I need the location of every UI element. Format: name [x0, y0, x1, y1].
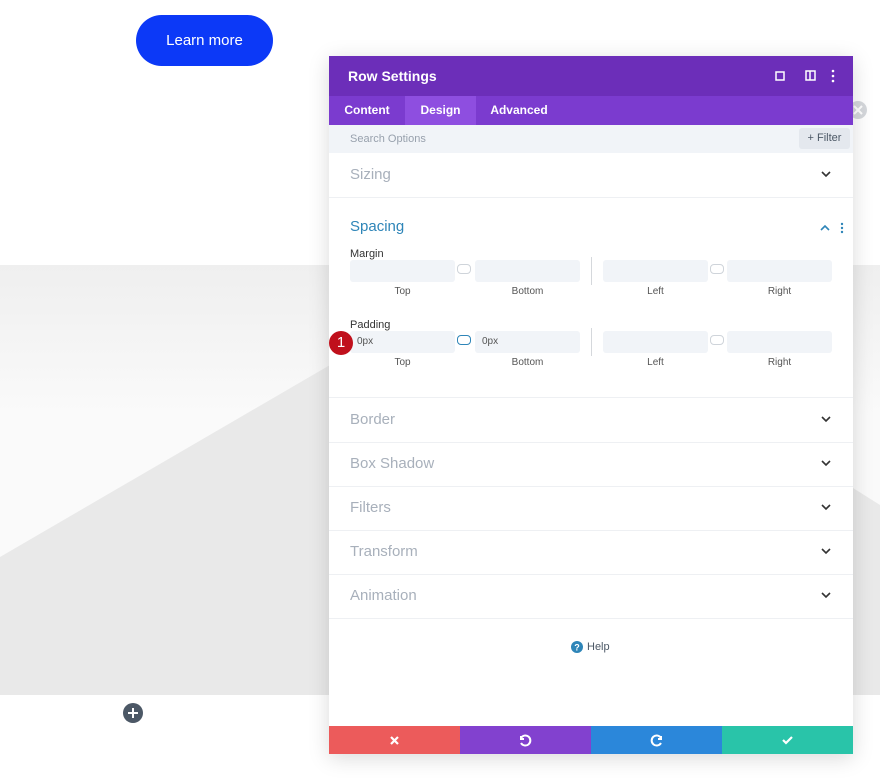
field-label: Right [767, 357, 792, 368]
section-title: Box Shadow [350, 455, 435, 472]
chevron [821, 592, 831, 599]
spacing-input[interactable] [350, 260, 455, 282]
help-icon: ? [571, 641, 583, 653]
section-controls [820, 222, 844, 234]
spacing-section: Spacing Margin Top Bottom Left Right Padding 0… [329, 198, 853, 398]
tab-bar: Content Design Advanced [329, 96, 853, 125]
field-label: Left [647, 286, 664, 297]
svg-text:?: ? [574, 643, 580, 653]
help-link[interactable]: ? Help [571, 641, 610, 653]
section[interactable]: Sizing [329, 153, 853, 198]
modal-title: Row Settings [348, 68, 437, 84]
section-title: Spacing [350, 218, 405, 235]
link-icon[interactable] [710, 264, 724, 274]
search-bar: Search Options + Filter [329, 125, 853, 153]
section[interactable]: Border [329, 398, 853, 443]
section[interactable]: Box Shadow [329, 442, 853, 487]
section[interactable]: Animation [329, 574, 853, 619]
section[interactable]: Filters [329, 486, 853, 531]
filter-button[interactable]: + Filter [799, 128, 850, 149]
spacing-input[interactable]: 0px [475, 331, 580, 353]
section-title: Border [350, 411, 396, 428]
section[interactable]: Transform [329, 530, 853, 575]
step-badge: 1 [329, 331, 353, 355]
spacing-input[interactable] [475, 260, 580, 282]
spacing-input[interactable] [603, 260, 708, 282]
chevron [821, 460, 831, 467]
chevron [821, 171, 831, 178]
group-label: Padding [350, 319, 391, 331]
redo-button[interactable] [591, 726, 722, 754]
field-label: Top [394, 357, 411, 368]
modal-header: Row Settings [329, 56, 853, 96]
row-settings-modal: Row Settings Content Design Advanced Sea… [329, 56, 853, 754]
footer-buttons [329, 726, 853, 754]
link-icon[interactable] [457, 335, 471, 345]
spacing-input[interactable]: 0px [350, 331, 455, 353]
chevron [821, 504, 831, 511]
chevron [821, 548, 831, 555]
header-icons [775, 69, 835, 83]
tab-active[interactable]: Design [405, 96, 476, 125]
spacing-input[interactable] [727, 260, 832, 282]
filter-label: Filter [817, 132, 842, 144]
field-label: Bottom [511, 357, 544, 368]
spacing-input[interactable] [603, 331, 708, 353]
field-label: Bottom [511, 286, 544, 297]
field-label: Top [394, 286, 411, 297]
section-title: Sizing [350, 166, 391, 183]
divider [591, 257, 592, 285]
section-title: Filters [350, 499, 391, 516]
group-label: Margin [350, 248, 384, 260]
chevron [821, 416, 831, 423]
divider [591, 328, 592, 356]
help-label: Help [587, 641, 610, 653]
spacing-input[interactable] [727, 331, 832, 353]
link-icon[interactable] [457, 264, 471, 274]
tab[interactable]: Advanced [490, 103, 548, 117]
search-input[interactable]: Search Options [350, 133, 426, 145]
tab[interactable]: Content [344, 103, 390, 117]
section-title: Transform [350, 543, 418, 560]
field-label: Right [767, 286, 792, 297]
link-icon[interactable] [710, 335, 724, 345]
undo-button[interactable] [460, 726, 591, 754]
field-label: Left [647, 357, 664, 368]
section-title: Animation [350, 587, 417, 604]
learn-more-button[interactable]: Learn more [136, 15, 273, 66]
